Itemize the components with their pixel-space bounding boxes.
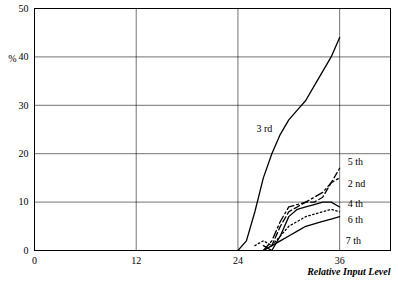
svg-text:7 th: 7 th [346,235,361,246]
svg-text:0: 0 [32,255,37,266]
svg-text:Relative Input Level: Relative Input Level [306,266,391,277]
svg-text:6 th: 6 th [348,214,363,225]
svg-text:50: 50 [19,3,29,14]
svg-text:%: % [8,53,16,64]
svg-text:12: 12 [131,255,141,266]
svg-text:4 th: 4 th [348,198,363,209]
svg-text:0: 0 [24,245,29,256]
svg-text:36: 36 [335,255,345,266]
svg-text:10: 10 [19,196,29,207]
svg-text:40: 40 [19,51,29,62]
svg-text:3 rd: 3 rd [256,123,272,134]
svg-text:5 th: 5 th [348,156,363,167]
svg-text:30: 30 [19,100,29,111]
svg-text:2 nd: 2 nd [348,178,366,189]
svg-text:24: 24 [233,255,243,266]
svg-text:20: 20 [19,148,29,159]
